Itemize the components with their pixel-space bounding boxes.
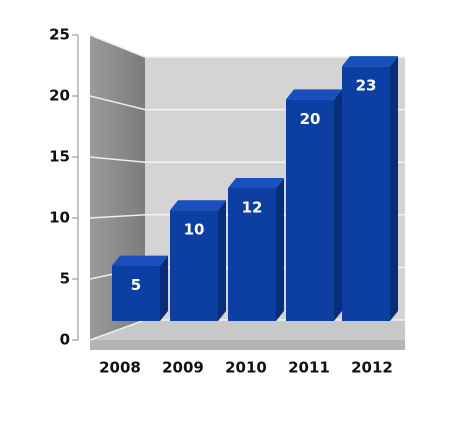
bar-top (342, 56, 398, 67)
y-tick-label: 25 (49, 26, 70, 44)
value-label: 20 (300, 110, 321, 128)
grid-line (89, 95, 146, 111)
grid-line (89, 156, 146, 163)
x-tick-label: 2008 (99, 359, 141, 377)
bar-top (170, 200, 226, 211)
y-tick-label: 0 (60, 331, 70, 349)
bar-side (160, 255, 168, 321)
grid-line (89, 214, 146, 219)
bar-side (334, 89, 342, 322)
bar (170, 210, 218, 321)
grid-line (89, 34, 146, 58)
bar-side (390, 56, 398, 321)
bar (342, 66, 390, 321)
bar-top (228, 178, 284, 189)
value-label: 5 (131, 276, 141, 294)
x-tick-label: 2009 (162, 359, 204, 377)
grid-line (89, 319, 146, 341)
value-label: 10 (184, 221, 205, 239)
bar-top (286, 89, 342, 100)
value-label: 23 (356, 77, 377, 95)
bar-side (276, 178, 284, 321)
bar (286, 99, 334, 322)
bar-side (218, 200, 226, 321)
bar (112, 265, 160, 321)
bar-top (112, 255, 168, 266)
floor-edge (90, 340, 405, 350)
x-tick-label: 2012 (351, 359, 393, 377)
floor (90, 320, 405, 340)
y-tick-label: 10 (49, 209, 70, 227)
y-tick-label: 5 (60, 270, 70, 288)
bar (228, 188, 276, 321)
y-tick-label: 15 (49, 148, 70, 166)
x-tick-label: 2010 (225, 359, 267, 377)
x-tick-label: 2011 (288, 359, 330, 377)
y-tick-label: 20 (49, 87, 70, 105)
value-label: 12 (242, 199, 263, 217)
